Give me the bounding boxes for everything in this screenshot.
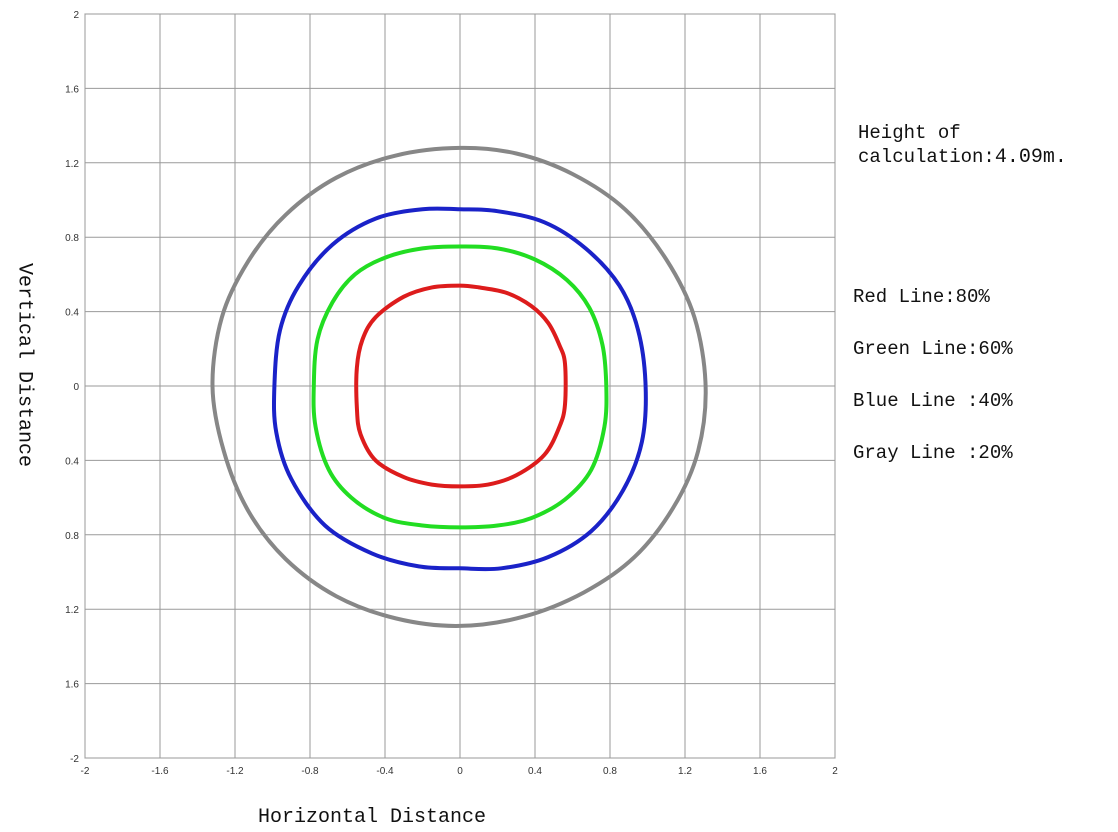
- x-tick-label: -2: [81, 766, 90, 777]
- height-annotation-prefix: calculation:: [858, 146, 995, 168]
- green-contour-line: [311, 244, 609, 530]
- y-tick-label: 1.6: [65, 680, 79, 691]
- height-annotation-line2: calculation:4.09m.: [858, 146, 1067, 169]
- x-tick-label: 0.4: [528, 766, 542, 777]
- legend-red: Red Line:80%: [853, 286, 990, 308]
- legend-gray: Gray Line :20%: [853, 442, 1013, 464]
- blue-contour-line: [271, 206, 648, 572]
- height-annotation-value: 4.09m.: [994, 146, 1067, 169]
- grid: [84, 13, 836, 759]
- y-tick-label: 1.2: [65, 159, 79, 170]
- height-annotation-line1: Height of: [858, 122, 961, 144]
- y-tick-label: 1.2: [65, 605, 79, 616]
- y-tick-label: -2: [70, 754, 79, 765]
- y-tick-label: 2: [73, 10, 79, 21]
- y-tick-label: 0.4: [65, 456, 79, 467]
- x-tick-label: 0: [457, 766, 463, 777]
- x-tick-label: 0.8: [603, 766, 617, 777]
- legend-blue: Blue Line :40%: [853, 390, 1013, 412]
- y-tick-label: 1.6: [65, 84, 79, 95]
- legend-green: Green Line:60%: [853, 338, 1013, 360]
- y-tick-label: 0.4: [65, 308, 79, 319]
- gray-contour-line: [210, 145, 708, 628]
- x-tick-label: 1.2: [678, 766, 692, 777]
- x-axis-label: Horizontal Distance: [258, 806, 487, 829]
- x-tick-label: -0.8: [301, 766, 319, 777]
- x-tick-label: -1.2: [226, 766, 244, 777]
- x-tick-label: -0.4: [376, 766, 394, 777]
- y-tick-label: 0.8: [65, 531, 79, 542]
- contour-curves: [210, 145, 708, 628]
- tick-labels: -2 -1.6 -1.2 -0.8 -0.4 0 0.4 0.8 1.2 1.6 2 2 1.6 1.2 0…: [65, 10, 838, 777]
- x-tick-label: 2: [832, 766, 838, 777]
- y-tick-label: 0: [73, 382, 79, 393]
- y-axis-label: Vertical Distance: [12, 262, 36, 468]
- x-tick-label: 1.6: [753, 766, 767, 777]
- x-tick-label: -1.6: [151, 766, 169, 777]
- red-contour-line: [354, 283, 568, 489]
- y-tick-label: 0.8: [65, 233, 79, 244]
